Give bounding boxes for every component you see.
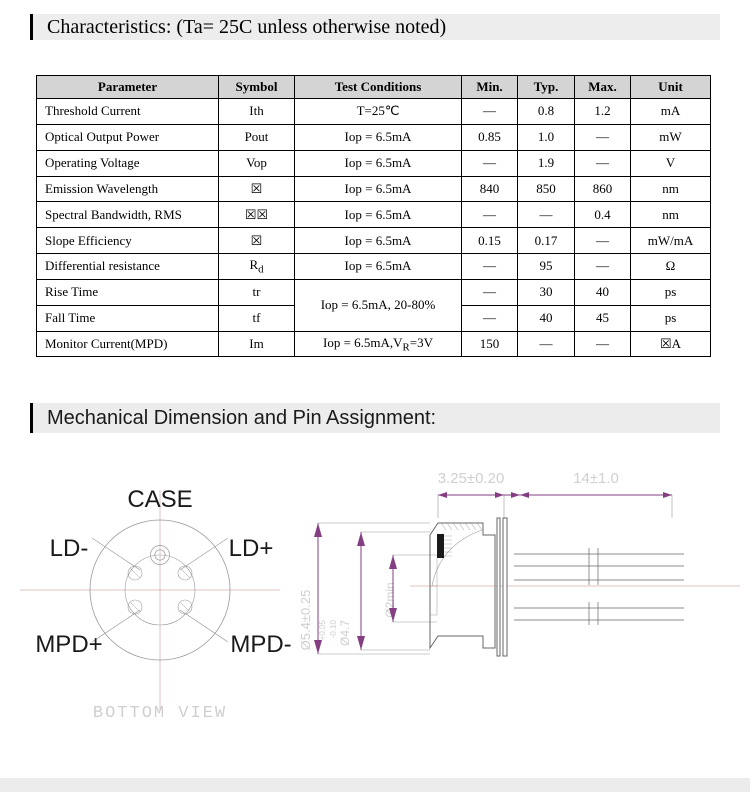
svg-text:Ø4.7: Ø4.7 [338,620,352,646]
svg-text:Ø5.4±0.25: Ø5.4±0.25 [298,590,313,651]
svg-text:-0.10: -0.10 [329,619,338,638]
svg-text:+0.05: +0.05 [318,619,327,640]
svg-text:14±1.0: 14±1.0 [573,470,619,487]
svg-text:3.25±0.20: 3.25±0.20 [438,470,505,487]
